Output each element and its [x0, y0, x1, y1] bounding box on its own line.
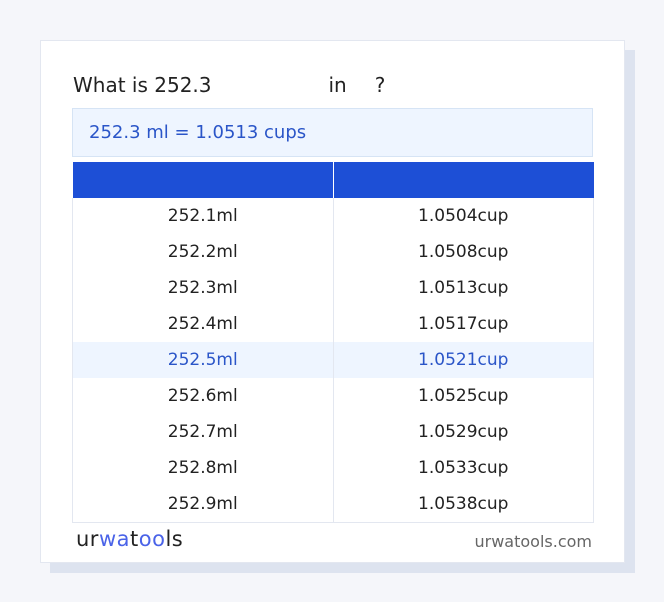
ml-cell: 252.1ml — [72, 198, 334, 234]
question-prefix: What is 252.3 — [73, 73, 212, 97]
cup-cell: 1.0538cup — [332, 486, 594, 523]
cup-cell: 1.0517cup — [332, 306, 594, 342]
ml-cell: 252.3ml — [72, 270, 334, 306]
table-row: 252.1ml 1.0504cup — [72, 198, 594, 234]
cup-cell: 1.0533cup — [332, 450, 594, 486]
question-mid: in — [328, 73, 347, 97]
table-row: 252.3ml 1.0513cup — [72, 270, 594, 306]
site-url: urwatools.com — [474, 532, 593, 551]
ml-cell: 252.2ml — [72, 234, 334, 270]
ml-cell: 252.8ml — [72, 450, 334, 486]
question-title: What is 252.3 in? — [73, 73, 385, 97]
ml-cell: 252.4ml — [72, 306, 334, 342]
table-row: 252.5ml 1.0521cup — [72, 342, 594, 378]
result-box: 252.3 ml = 1.0513 cups — [72, 108, 593, 157]
header-cup — [332, 162, 594, 198]
cup-cell: 1.0525cup — [332, 378, 594, 414]
cup-cell: 1.0513cup — [332, 270, 594, 306]
table-row: 252.4ml 1.0517cup — [72, 306, 594, 342]
table-row: 252.8ml 1.0533cup — [72, 450, 594, 486]
table-row: 252.7ml 1.0529cup — [72, 414, 594, 450]
ml-cell: 252.6ml — [72, 378, 334, 414]
urwatools-logo: urwatools — [76, 527, 184, 551]
cup-cell: 1.0521cup — [332, 342, 594, 378]
cup-cell: 1.0529cup — [332, 414, 594, 450]
header-ml — [72, 162, 333, 198]
question-suffix: ? — [374, 73, 386, 97]
ml-cell: 252.7ml — [72, 414, 334, 450]
table-row: 252.9ml 1.0538cup — [72, 486, 594, 523]
table-row: 252.2ml 1.0508cup — [72, 234, 594, 270]
result-text: 252.3 ml = 1.0513 cups — [89, 122, 307, 143]
table-row: 252.6ml 1.0525cup — [72, 378, 594, 414]
conversion-table: 252.1ml 1.0504cup 252.2ml 1.0508cup 252.3ml 1… — [72, 162, 594, 523]
table-header — [72, 162, 594, 198]
cup-cell: 1.0504cup — [332, 198, 594, 234]
ml-cell: 252.9ml — [72, 486, 334, 523]
ml-cell: 252.5ml — [72, 342, 334, 378]
cup-cell: 1.0508cup — [332, 234, 594, 270]
converter-card: What is 252.3 in? 252.3 ml = 1.0513 cups … — [40, 40, 625, 563]
